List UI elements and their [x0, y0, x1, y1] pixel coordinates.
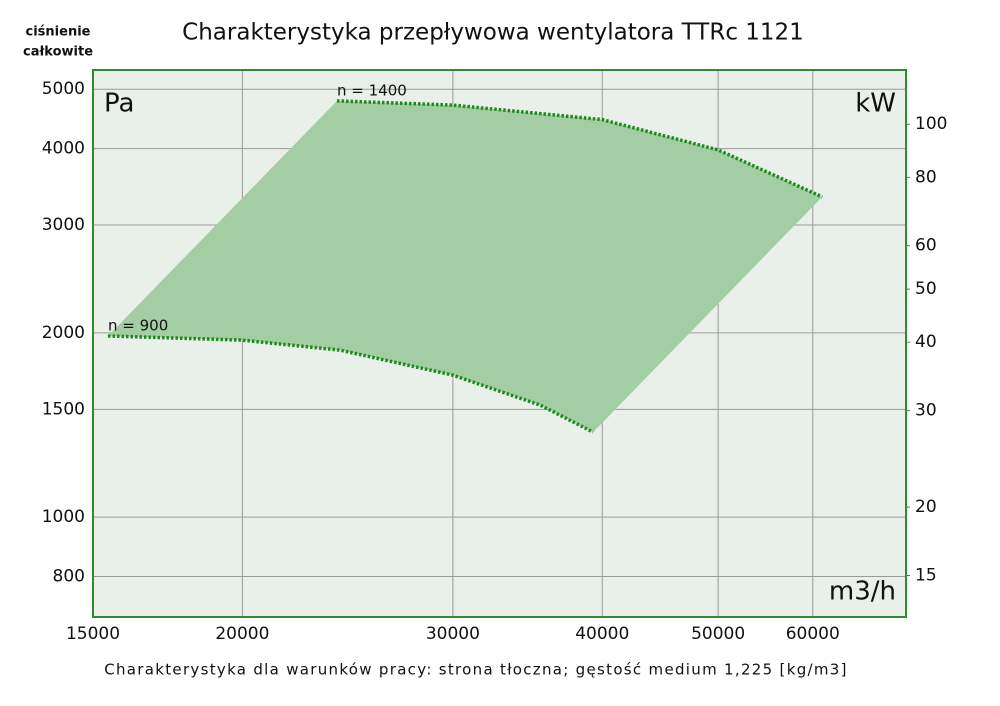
x-tick-label: 60000 [786, 624, 840, 644]
speed-curve [336, 99, 823, 199]
speed-curve [107, 334, 594, 434]
y2-tick-label: 40 [915, 332, 937, 352]
y-tick-label: 5000 [42, 79, 85, 99]
x-tick-label: 30000 [426, 624, 480, 644]
chart-title: Charakterystyka przepływowa wentylatora … [182, 20, 804, 46]
y-tick-label: 1000 [42, 507, 85, 527]
y2-tick-label: 80 [915, 167, 937, 187]
x-tick-label: 15000 [66, 624, 120, 644]
x-unit: m3/h [829, 577, 896, 607]
y2-tick-label: 100 [915, 114, 947, 134]
x-tick-label: 50000 [691, 624, 745, 644]
y2-tick-label: 20 [915, 497, 937, 517]
y-label: całkowite [23, 45, 93, 60]
series-label: n = 1400 [337, 81, 407, 99]
y2-unit: kW [855, 89, 896, 119]
y2-tick-label: 30 [915, 401, 937, 421]
y2-tick-label: 50 [915, 279, 937, 299]
x-tick-label: 20000 [215, 624, 269, 644]
y-tick-label: 1500 [42, 399, 85, 419]
y-unit: Pa [104, 89, 134, 119]
operating-area [108, 100, 823, 433]
y-label: ciśnienie [26, 25, 91, 40]
series-label: n = 900 [108, 316, 168, 334]
plot-border [92, 69, 907, 618]
y-tick-label: 4000 [42, 139, 85, 159]
y-tick-label: 3000 [42, 215, 85, 235]
y2-tick-label: 60 [915, 236, 937, 256]
x-tick-label: 40000 [575, 624, 629, 644]
y-tick-label: 2000 [42, 323, 85, 343]
y-tick-label: 800 [53, 567, 85, 587]
footnote: Charakterystyka dla warunków pracy: stro… [104, 661, 848, 679]
y2-tick-label: 15 [915, 566, 937, 586]
